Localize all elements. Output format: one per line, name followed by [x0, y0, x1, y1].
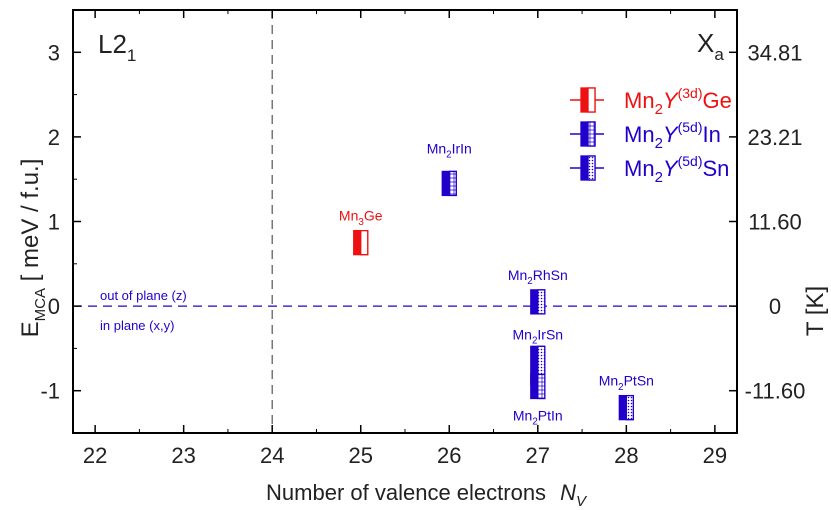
marker-pattern-half: [587, 121, 596, 147]
marker-Mn2PtIn: [530, 373, 546, 400]
legend-label-Mn2Y(3d)Ge: Mn2Y(3d)Ge: [624, 85, 732, 118]
marker-fill: [581, 156, 588, 180]
marker-fill: [530, 289, 538, 314]
legend-marker-Mn2Y(3d)Ge: [580, 87, 596, 113]
y2-tick-label: 0: [769, 294, 781, 319]
marker-Mn2IrIn: [441, 170, 457, 197]
legend-label-Mn2Y(5d)Sn: Mn2Y(5d)Sn: [624, 153, 729, 186]
marker-pattern-half: [537, 373, 546, 400]
region-label-l21: L21: [98, 29, 136, 65]
x-tick-label: 22: [83, 443, 107, 468]
label-Mn2RhSn: Mn2RhSn: [508, 267, 568, 287]
in-plane-label: in plane (x,y): [100, 318, 174, 333]
marker-fill: [442, 171, 450, 196]
label-Mn3Ge: Mn3Ge: [339, 208, 383, 228]
marker-Mn3Ge: [353, 229, 369, 256]
x-tick-label: 24: [260, 443, 284, 468]
y-tick-label: 3: [48, 40, 60, 65]
marker-fill: [353, 230, 361, 255]
plot-frame: [72, 9, 738, 434]
x-tick-label: 25: [348, 443, 372, 468]
legend-label-Mn2Y(5d)In: Mn2Y(5d)In: [624, 119, 721, 152]
y-tick-label: 2: [48, 125, 60, 150]
label-Mn2IrSn: Mn2IrSn: [513, 326, 564, 346]
x-tick-label: 29: [703, 443, 727, 468]
marker-open-half: [587, 87, 596, 113]
marker-Mn2RhSn: [530, 289, 546, 315]
y2-tick-label: 34.81: [747, 40, 802, 65]
region-label-xa: Xa: [697, 28, 724, 64]
y2-tick-label: 11.60: [748, 210, 801, 235]
out-of-plane-label: out of plane (z): [100, 288, 187, 303]
y-tick-label: 0: [48, 294, 60, 319]
marker-fill: [581, 122, 588, 146]
axis-ticks: 22 23 24 25 26 27 28 29-10123-11.60011.6023.213…: [40, 9, 806, 468]
marker-fill: [619, 395, 627, 420]
marker-pattern-half: [587, 155, 596, 181]
y-tick-label: 1: [48, 210, 60, 235]
marker-pattern-half: [537, 289, 546, 315]
x-axis-title: Number of valence electrons NV: [266, 480, 588, 510]
reference-lines: [73, 10, 737, 433]
x-tick-label: 27: [526, 443, 550, 468]
label-Mn2PtSn: Mn2PtSn: [599, 373, 654, 393]
legend-marker-Mn2Y(5d)In: [580, 121, 596, 147]
x-tick-label: 23: [171, 443, 195, 468]
x-tick-label: 26: [437, 443, 461, 468]
y-axis-title: EMCA [ meV / f.u.]: [17, 159, 49, 338]
marker-open-half: [360, 229, 369, 256]
y2-tick-label: 23.21: [747, 125, 802, 150]
label-Mn2PtIn: Mn2PtIn: [513, 407, 563, 427]
label-Mn2IrIn: Mn2IrIn: [427, 140, 472, 160]
marker-Mn2PtSn: [618, 394, 634, 421]
marker-pattern-half: [625, 394, 634, 421]
y-tick-label: -1: [40, 379, 60, 404]
data-marks: Mn3Ge Mn2IrIn Mn2RhSn Mn2IrSn Mn2PtIn Mn2PtSn: [339, 140, 654, 427]
y2-tick-label: -11.60: [745, 379, 806, 404]
legend-marker-Mn2Y(5d)Sn: [580, 155, 596, 181]
y2-axis-title: T [K]: [802, 286, 829, 336]
marker-fill: [530, 374, 538, 399]
x-tick-label: 28: [614, 443, 638, 468]
marker-fill: [530, 346, 538, 385]
marker-fill: [581, 88, 588, 112]
marker-pattern-half: [448, 170, 457, 197]
